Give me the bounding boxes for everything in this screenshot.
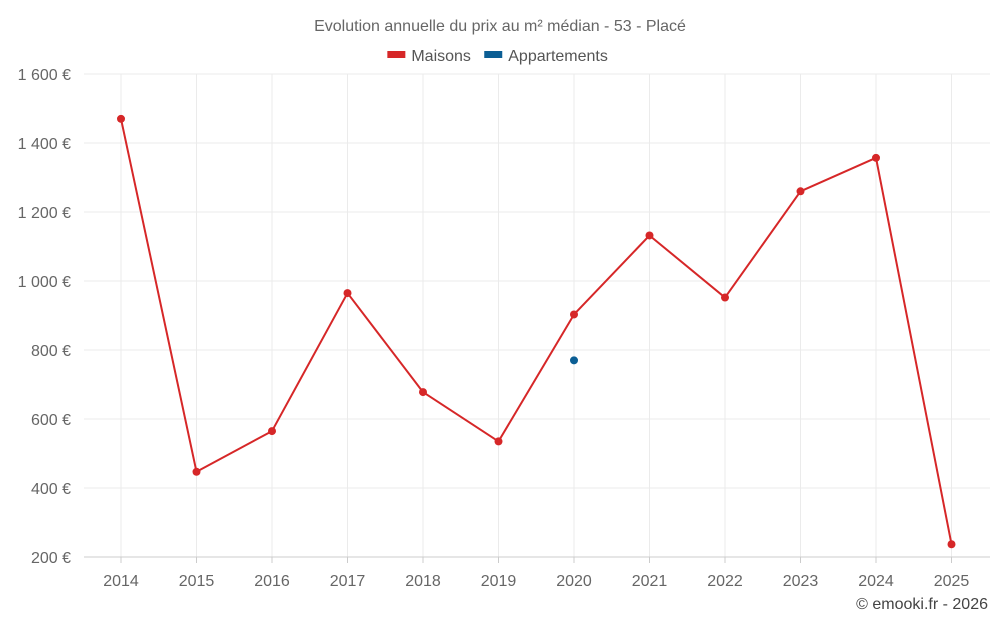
data-point-maisons[interactable] [570, 310, 578, 319]
legend-label-appartements[interactable]: Appartements [508, 48, 608, 65]
y-tick-label: 600 € [31, 412, 71, 429]
legend[interactable]: Maisons Appartements [387, 48, 608, 65]
data-point-maisons[interactable] [343, 289, 352, 298]
y-tick-label: 1 200 € [18, 205, 71, 222]
y-tick-label: 800 € [31, 343, 71, 360]
x-tick-label: 2023 [783, 573, 819, 590]
data-point-maisons[interactable] [796, 187, 805, 196]
x-tick-label: 2022 [707, 573, 743, 590]
data-point-maisons[interactable] [268, 427, 276, 436]
legend-swatch-maisons[interactable] [387, 51, 406, 58]
x-tick-label: 2021 [632, 573, 668, 590]
y-tick-label: 1 400 € [18, 136, 71, 153]
data-point-maisons[interactable] [872, 153, 880, 162]
x-tick-label: 2020 [556, 573, 592, 590]
x-tick-label: 2025 [934, 573, 970, 590]
x-tick-label: 2014 [103, 573, 139, 590]
y-tick-label: 1 600 € [18, 67, 71, 84]
legend-swatch-appartements[interactable] [484, 51, 503, 58]
axis-layer: 200 € 400 € 600 € 800 € 1 000 € 1 200 € 1 400 … [18, 67, 990, 590]
x-tick-label: 2024 [858, 573, 894, 590]
x-tick-label: 2017 [330, 573, 366, 590]
y-tick-label: 400 € [31, 481, 71, 498]
legend-label-maisons[interactable]: Maisons [411, 48, 471, 65]
data-point-maisons[interactable] [419, 388, 427, 397]
data-point-maisons[interactable] [192, 467, 201, 476]
x-tick-label: 2019 [481, 573, 517, 590]
x-tick-label: 2018 [405, 573, 441, 590]
x-tick-label: 2016 [254, 573, 290, 590]
data-point-maisons[interactable] [947, 540, 956, 549]
series-layer [117, 114, 956, 549]
x-tick-label: 2015 [179, 573, 215, 590]
chart-title: Evolution annuelle du prix au m² médian … [314, 18, 686, 35]
data-point-appartements[interactable] [570, 356, 578, 365]
series-line-maisons [120, 118, 953, 545]
y-tick-label: 1 000 € [18, 274, 71, 291]
data-point-maisons[interactable] [721, 293, 729, 302]
data-point-maisons[interactable] [494, 437, 503, 446]
data-point-maisons[interactable] [645, 231, 654, 240]
credit-text[interactable]: © emooki.fr - 2026 [856, 596, 988, 613]
grid-layer [84, 73, 990, 557]
data-point-maisons[interactable] [117, 114, 125, 123]
y-tick-label: 200 € [31, 550, 71, 567]
